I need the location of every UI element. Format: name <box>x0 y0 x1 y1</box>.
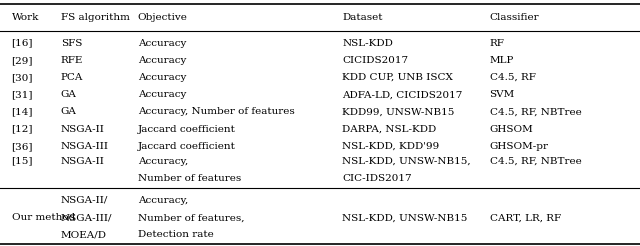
Text: Detection rate: Detection rate <box>138 231 213 239</box>
Text: Dataset: Dataset <box>342 13 383 22</box>
Text: SFS: SFS <box>61 39 82 47</box>
Text: Jaccard coefficient: Jaccard coefficient <box>138 125 236 134</box>
Text: CICIDS2017: CICIDS2017 <box>342 56 408 65</box>
Text: FS algorithm: FS algorithm <box>61 13 130 22</box>
Text: [36]: [36] <box>12 142 33 151</box>
Text: Accuracy, Number of features: Accuracy, Number of features <box>138 108 294 116</box>
Text: NSL-KDD, UNSW-NB15: NSL-KDD, UNSW-NB15 <box>342 213 468 222</box>
Text: GA: GA <box>61 90 77 99</box>
Text: Work: Work <box>12 13 39 22</box>
Text: [30]: [30] <box>12 73 33 82</box>
Text: C4.5, RF: C4.5, RF <box>490 73 536 82</box>
Text: NSGA-II: NSGA-II <box>61 125 105 134</box>
Text: GA: GA <box>61 108 77 116</box>
Text: GHSOM-pr: GHSOM-pr <box>490 142 548 151</box>
Text: GHSOM: GHSOM <box>490 125 533 134</box>
Text: [16]: [16] <box>12 39 33 47</box>
Text: NSGA-II/: NSGA-II/ <box>61 196 108 205</box>
Text: ADFA-LD, CICIDS2017: ADFA-LD, CICIDS2017 <box>342 90 463 99</box>
Text: [29]: [29] <box>12 56 33 65</box>
Text: [31]: [31] <box>12 90 33 99</box>
Text: Classifier: Classifier <box>490 13 540 22</box>
Text: Jaccard coefficient: Jaccard coefficient <box>138 142 236 151</box>
Text: [15]: [15] <box>12 157 33 166</box>
Text: NSL-KDD, KDD'99: NSL-KDD, KDD'99 <box>342 142 440 151</box>
Text: [14]: [14] <box>12 108 33 116</box>
Text: C4.5, RF, NBTree: C4.5, RF, NBTree <box>490 157 581 166</box>
Text: KDD99, UNSW-NB15: KDD99, UNSW-NB15 <box>342 108 455 116</box>
Text: NSL-KDD: NSL-KDD <box>342 39 393 47</box>
Text: Accuracy: Accuracy <box>138 90 186 99</box>
Text: Number of features,: Number of features, <box>138 213 244 222</box>
Text: NSGA-III: NSGA-III <box>61 142 109 151</box>
Text: NSL-KDD, UNSW-NB15,: NSL-KDD, UNSW-NB15, <box>342 157 471 166</box>
Text: Accuracy: Accuracy <box>138 73 186 82</box>
Text: Our method: Our method <box>12 213 75 222</box>
Text: PCA: PCA <box>61 73 83 82</box>
Text: CART, LR, RF: CART, LR, RF <box>490 213 561 222</box>
Text: RF: RF <box>490 39 504 47</box>
Text: [12]: [12] <box>12 125 33 134</box>
Text: NSGA-II: NSGA-II <box>61 157 105 166</box>
Text: MOEA/D: MOEA/D <box>61 231 107 239</box>
Text: CIC-IDS2017: CIC-IDS2017 <box>342 174 412 183</box>
Text: Objective: Objective <box>138 13 188 22</box>
Text: SVM: SVM <box>490 90 515 99</box>
Text: Accuracy,: Accuracy, <box>138 157 188 166</box>
Text: C4.5, RF, NBTree: C4.5, RF, NBTree <box>490 108 581 116</box>
Text: MLP: MLP <box>490 56 514 65</box>
Text: DARPA, NSL-KDD: DARPA, NSL-KDD <box>342 125 436 134</box>
Text: Number of features: Number of features <box>138 174 241 183</box>
Text: Accuracy: Accuracy <box>138 56 186 65</box>
Text: NSGA-III/: NSGA-III/ <box>61 213 112 222</box>
Text: Accuracy: Accuracy <box>138 39 186 47</box>
Text: KDD CUP, UNB ISCX: KDD CUP, UNB ISCX <box>342 73 453 82</box>
Text: RFE: RFE <box>61 56 83 65</box>
Text: Accuracy,: Accuracy, <box>138 196 188 205</box>
